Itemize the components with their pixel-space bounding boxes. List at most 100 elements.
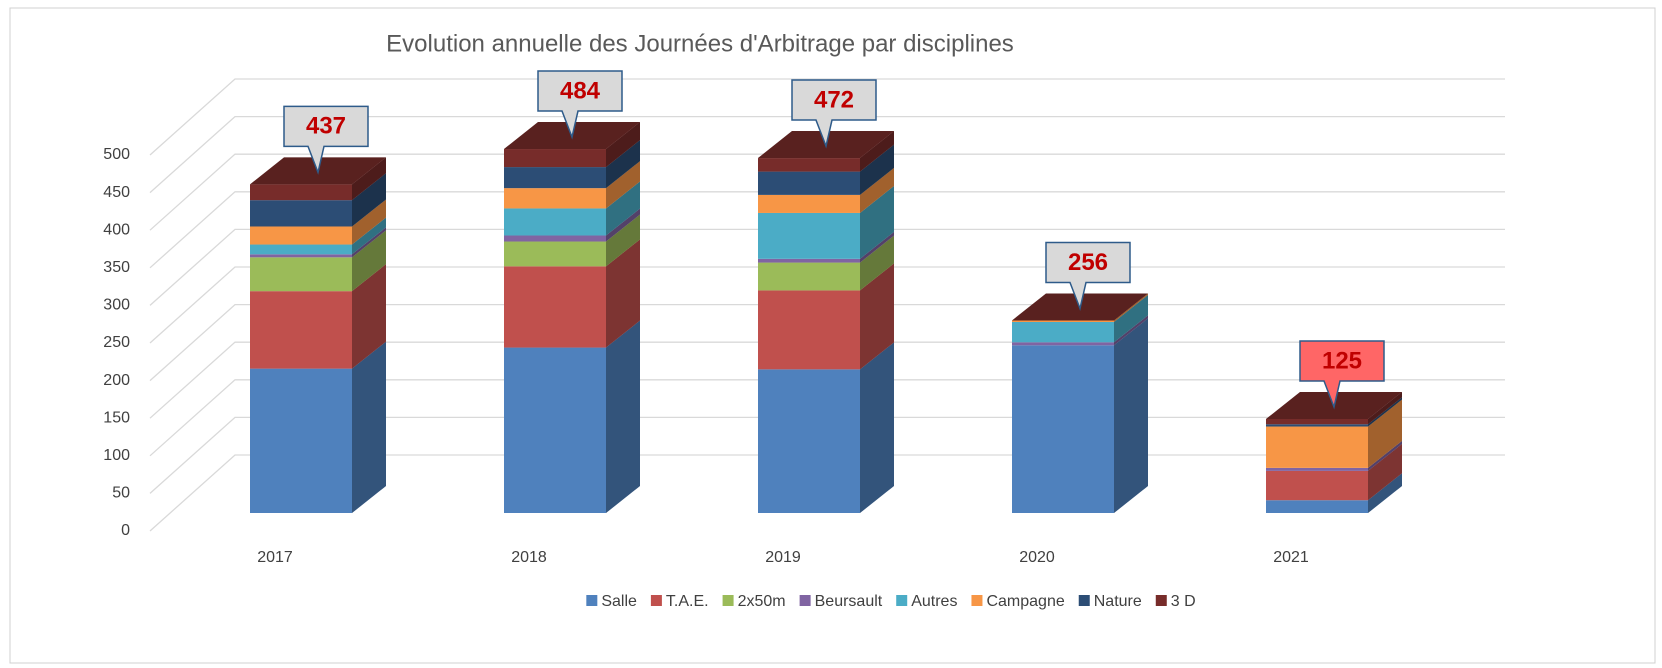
bar-side-shade [1114,318,1148,513]
bar-segment [250,199,386,245]
bar-front [250,200,352,227]
grid-line [149,191,1505,269]
bar-side-shade [1368,397,1402,427]
legend-swatch [896,595,908,606]
total-label: 125 [1322,347,1362,374]
bar-side [1368,392,1402,425]
bar-side [860,263,894,370]
legend-label: Campagne [986,593,1064,610]
bar-side-shade [1368,392,1402,425]
bar-front [1266,470,1368,501]
bar-front [250,244,352,255]
total-callout [537,70,623,140]
total-label: 437 [306,113,346,140]
x-tick-label: 2020 [1019,549,1055,566]
bar-segment [1266,440,1402,471]
bar-side [352,227,386,258]
bar-front [250,257,352,292]
bar-side-shade [860,167,894,213]
bar-side-shade [1114,294,1148,343]
bar-side-shade [606,122,640,168]
bar-side-shade [606,161,640,209]
bar-front [504,241,606,267]
bar-side-shade [606,181,640,236]
legend-label: Autres [911,593,957,610]
bar-segment [504,214,640,267]
bar-side [352,230,386,292]
bar-side-shade [1368,443,1402,501]
total-callout [1045,241,1131,312]
bar-segment [250,341,386,513]
total-label: 256 [1068,249,1108,276]
bar-front [758,194,860,213]
bar-front [1266,426,1368,468]
bar-side [606,161,640,209]
bar-side-shade [352,341,386,513]
legend-label: Beursault [815,593,883,610]
bar-front [1012,342,1114,346]
bar-side-shade [1368,440,1402,471]
bar-side [606,208,640,242]
bar-side [352,173,386,227]
bar-side [352,341,386,513]
bar-front [504,266,606,348]
bar-front [504,167,606,189]
grid-line [149,228,1505,306]
bar-side-shade [352,199,386,245]
bar-side-shade [1114,293,1148,322]
bar-side-shade [352,230,386,292]
bar-segment [250,230,386,292]
legend-swatch [1155,595,1167,606]
bar-segment [1266,397,1402,427]
bar-side [606,239,640,348]
bar-segment [1266,399,1402,468]
legend-swatch [799,595,811,606]
bar-front [504,347,606,513]
bar-front [758,262,860,291]
bar-side-shade [352,173,386,227]
bar-front [504,188,606,209]
legend-label: 3 D [1171,593,1196,610]
bar-side [352,199,386,245]
bar-side-shade [860,144,894,195]
bar-side [860,131,894,172]
bar-front [250,291,352,369]
x-tick-label: 2017 [257,549,293,566]
y-tick-label: 500 [103,146,130,163]
bar-front [1266,424,1368,427]
bar-front [250,254,352,258]
bar-segment [758,263,894,370]
grid-line [149,153,1505,231]
legend-swatch [650,595,662,606]
bar-side [860,342,894,513]
bar-segment [758,144,894,195]
bar-segment [504,208,640,242]
bar-segment [758,167,894,213]
bar-front [504,149,606,168]
bar-side-shade [860,342,894,513]
bar-side-shade [860,263,894,370]
total-callout [283,105,369,175]
y-tick-label: 150 [103,409,130,426]
bar-side [1114,315,1148,346]
y-tick-label: 450 [103,184,130,201]
bar-segment [250,227,386,258]
bar-side [606,181,640,236]
bar-side-shade [352,264,386,369]
bar-segment [504,320,640,513]
bar-front [504,235,606,242]
bar-segment [1012,318,1148,513]
bar-side-shade [352,157,386,201]
bar-side [860,231,894,263]
bar-front [250,226,352,245]
bar-side [1368,399,1402,468]
legend-label: T.A.E. [666,593,709,610]
legend-swatch [1078,595,1090,606]
bar-front [1012,320,1114,322]
bar-side [606,320,640,513]
bar-side [352,264,386,369]
bar-side [1114,293,1148,322]
bar-side [1368,397,1402,427]
total-label: 484 [560,77,601,104]
